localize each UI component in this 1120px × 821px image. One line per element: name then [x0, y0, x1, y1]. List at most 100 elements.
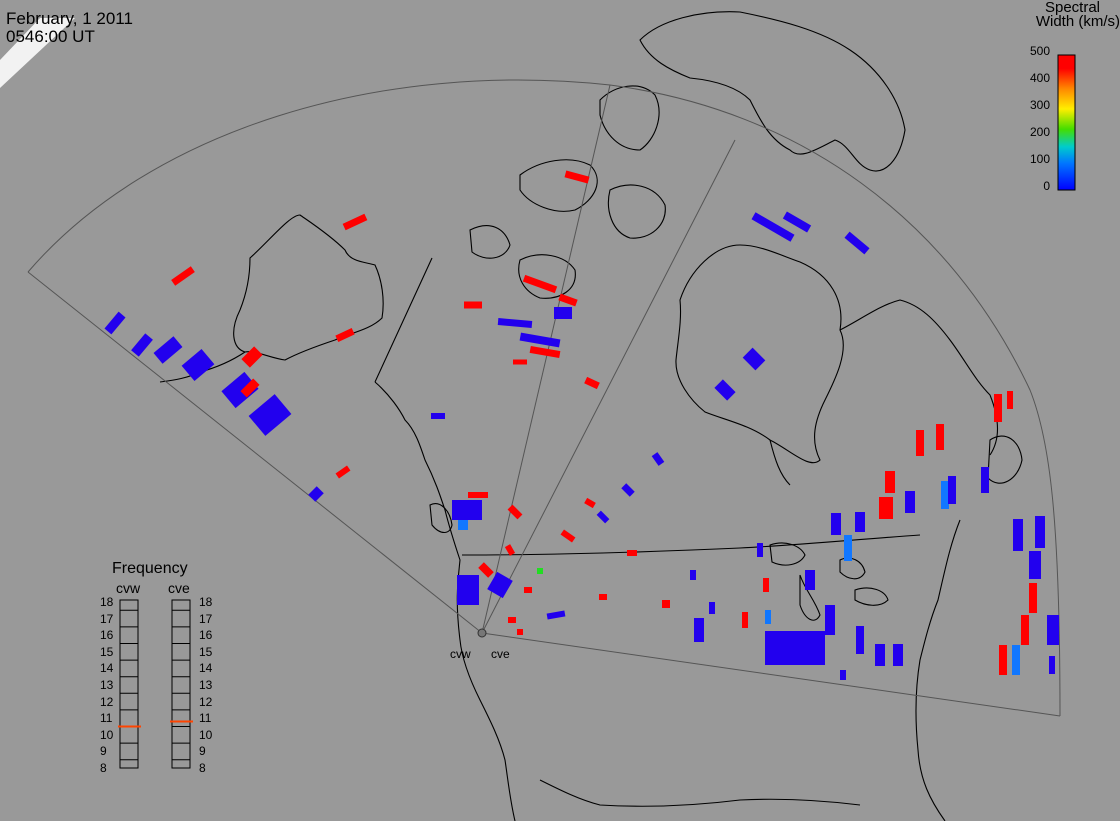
data-cell — [560, 529, 576, 543]
data-cell — [554, 307, 572, 319]
data-cell — [497, 318, 533, 328]
frequency-tick-right: 15 — [199, 644, 213, 659]
data-cell — [546, 610, 566, 620]
data-cell — [241, 346, 263, 368]
data-cell — [621, 483, 635, 497]
frequency-tick-left: 9 — [100, 744, 107, 759]
date-label: February, 1 2011 — [6, 9, 133, 28]
data-cell — [805, 570, 815, 590]
frequency-tick-right: 18 — [199, 595, 213, 609]
data-cell — [916, 430, 924, 456]
data-cell — [308, 486, 324, 502]
data-cell — [599, 594, 607, 600]
data-cell — [508, 617, 516, 623]
data-cell — [458, 520, 468, 530]
data-cell — [751, 212, 795, 242]
frequency-tick-left: 13 — [100, 678, 114, 692]
data-cell — [856, 626, 864, 654]
data-cell — [765, 610, 771, 624]
data-cell — [596, 510, 610, 524]
data-cell — [452, 500, 482, 520]
frequency-tick-right: 8 — [199, 761, 206, 775]
cvw-gauge — [119, 599, 139, 769]
data-cell — [537, 568, 543, 574]
data-cell — [1029, 583, 1037, 613]
radar-site-marker — [477, 628, 487, 638]
data-cell — [1049, 656, 1055, 674]
data-cell — [1029, 551, 1041, 579]
data-cell — [690, 570, 696, 580]
frequency-tick-left: 11 — [100, 711, 113, 726]
frequency-radar-cve: cve — [168, 580, 190, 596]
frequency-tick-left: 18 — [100, 595, 114, 609]
data-cell — [468, 492, 488, 498]
data-cell — [662, 600, 670, 608]
time-label: 0546:00 UT — [6, 27, 95, 46]
data-cell — [1013, 519, 1023, 551]
frequency-tick-right: 12 — [199, 694, 213, 709]
data-cell — [757, 543, 763, 557]
data-cell — [885, 471, 895, 493]
data-cell — [627, 550, 637, 556]
data-cell — [875, 644, 885, 666]
cve-gauge — [171, 599, 191, 769]
data-cell — [855, 512, 865, 532]
data-cell — [522, 274, 558, 294]
data-cell — [564, 170, 590, 184]
frequency-tick-left: 15 — [100, 644, 114, 659]
colorbar-tick-label: 0 — [1043, 179, 1050, 193]
frequency-tick-right: 11 — [199, 711, 212, 726]
coastlines — [159, 11, 1023, 821]
data-cell — [893, 644, 903, 666]
data-cell — [464, 301, 482, 309]
data-cell — [507, 504, 523, 520]
data-cell — [504, 544, 516, 556]
data-cell — [457, 575, 479, 605]
data-cell — [1012, 645, 1020, 675]
data-cell — [1007, 391, 1013, 409]
data-cell — [941, 481, 949, 509]
data-cell — [905, 491, 915, 513]
data-cell — [831, 513, 841, 535]
data-cell — [742, 612, 748, 628]
data-cell — [742, 347, 766, 371]
data-cell — [999, 645, 1007, 675]
frequency-tick-right: 13 — [199, 678, 213, 692]
data-cell — [844, 231, 870, 255]
data-cell — [584, 376, 600, 390]
data-cell — [994, 394, 1002, 422]
radar-label-cvw: cvw — [450, 647, 471, 661]
data-cell — [248, 394, 292, 436]
data-cell — [981, 467, 989, 493]
data-cell — [517, 629, 523, 635]
data-cell — [171, 266, 195, 286]
data-cell — [478, 562, 494, 578]
frequency-tick-right: 9 — [199, 744, 206, 759]
frequency-radar-cvw: cvw — [116, 580, 141, 596]
colorbar-tick-label: 500 — [1029, 44, 1050, 58]
frequency-tick-right: 10 — [199, 727, 213, 742]
frequency-tick-left: 8 — [100, 761, 107, 775]
data-cell — [709, 602, 715, 614]
colorbar-tick-label: 200 — [1029, 125, 1050, 139]
frequency-title: Frequency — [112, 560, 188, 577]
data-cell — [153, 336, 183, 364]
frequency-tick-left: 12 — [100, 694, 114, 709]
data-cell — [104, 311, 126, 335]
data-cell — [584, 497, 596, 509]
data-cell — [651, 452, 665, 466]
spectral-width-colorbar — [1057, 54, 1076, 191]
data-cell — [524, 587, 532, 593]
data-cell — [519, 332, 561, 348]
colorbar-strip — [1057, 54, 1076, 191]
frequency-tick-right: 17 — [199, 611, 213, 626]
data-cell — [1035, 516, 1045, 548]
frequency-tick-right: 16 — [199, 628, 213, 643]
data-cell — [879, 497, 893, 519]
data-cell — [431, 413, 445, 419]
fov-outlines — [27, 79, 1061, 717]
data-cell — [936, 424, 944, 450]
data-cell — [763, 578, 769, 592]
